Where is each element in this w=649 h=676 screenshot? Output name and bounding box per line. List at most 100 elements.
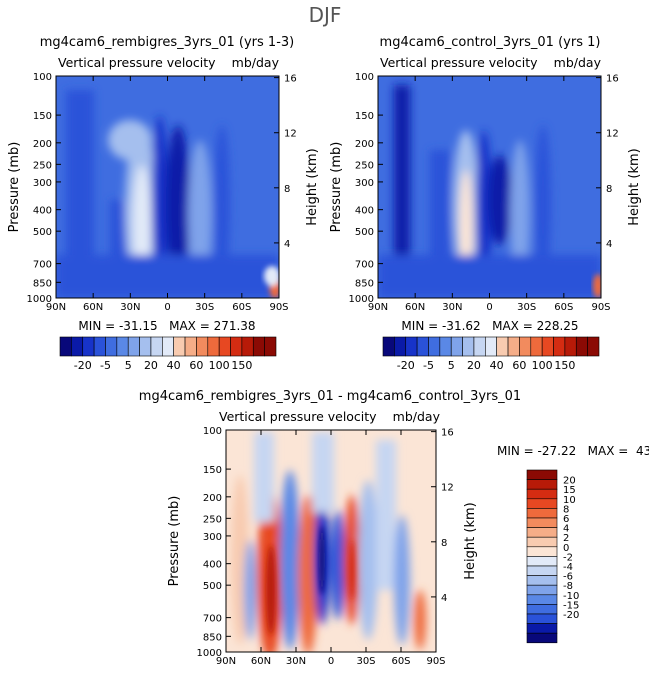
colorbar-label: 4 [563, 524, 569, 535]
x-tick-label: 30N [120, 302, 140, 313]
x-tick-label: 60N [405, 302, 425, 313]
y2-tick-label: 4 [284, 239, 290, 250]
y-tick-label: 150 [203, 465, 222, 476]
panel-title: mg4cam6_control_3yrs_01 (yrs 1) [380, 35, 601, 50]
panel-subtitle-units: mb/day [554, 55, 602, 70]
field-blob [394, 515, 410, 645]
x-tick-label: 60N [251, 656, 271, 667]
colorbar-swatch [526, 613, 558, 624]
y2-tick-label: 12 [606, 129, 619, 140]
y-tick-label: 200 [355, 139, 374, 150]
colorbar-swatch [439, 336, 452, 357]
colorbar-swatch [127, 336, 140, 357]
y2-tick-label: 4 [441, 593, 447, 604]
field-blob [331, 510, 345, 620]
colorbar-label: -10 [563, 591, 579, 602]
colorbar-swatch [575, 336, 588, 357]
colorbar-swatch [564, 336, 577, 357]
field-blob [378, 255, 601, 298]
field-blob [280, 470, 300, 650]
colorbar-label: 100 [209, 359, 230, 372]
y-tick-label: 300 [355, 178, 374, 189]
colorbar-swatch [526, 584, 558, 596]
colorbar-swatch [59, 336, 72, 357]
field-blob [394, 85, 410, 290]
field-blob [414, 590, 426, 650]
colorbar-swatch [196, 336, 209, 357]
colorbar-swatch [416, 336, 429, 357]
figure-title: DJF [309, 3, 342, 27]
x-tick-label: 0 [486, 302, 492, 313]
colorbar-label: 60 [512, 359, 526, 372]
colorbar-swatch [541, 336, 554, 357]
colorbar-swatch [105, 336, 118, 357]
colorbar-swatch [507, 336, 520, 357]
field-blob [108, 120, 152, 160]
colorbar-label: -4 [563, 562, 573, 573]
y2-tick-label: 16 [284, 74, 297, 85]
x-tick-label: 90S [591, 302, 610, 313]
colorbar-swatch [526, 565, 558, 576]
y-tick-label: 250 [355, 160, 374, 171]
colorbar-label: 10 [563, 495, 576, 506]
colorbar-label: 5 [125, 359, 132, 372]
field-blob [376, 440, 396, 590]
colorbar-swatch [526, 498, 558, 509]
field-blob [319, 525, 325, 595]
y-tick-label: 200 [33, 139, 52, 150]
colorbar-swatch [394, 336, 407, 357]
colorbar-swatch [526, 469, 558, 480]
colorbar-label: 40 [490, 359, 504, 372]
y2-tick-label: 12 [284, 129, 297, 140]
x-tick-label: 0 [328, 656, 334, 667]
colorbar-label: -2 [563, 552, 573, 563]
stats-text: MIN = -31.15 MAX = 271.38 [78, 319, 255, 333]
panel-title: mg4cam6_rembigres_3yrs_01 - mg4cam6_cont… [139, 389, 521, 404]
contour-field [226, 430, 436, 652]
field-blob [266, 545, 276, 635]
y-tick-label: 100 [355, 72, 374, 83]
field-blob [593, 274, 601, 298]
field-blob [152, 115, 168, 285]
colorbar-swatch [519, 336, 532, 357]
colorbar-label: -20 [397, 359, 415, 372]
colorbar-swatch [82, 336, 95, 357]
y-tick-label: 850 [203, 632, 222, 643]
panel-subtitle-variable: Vertical pressure velocity [219, 409, 377, 424]
colorbar-swatch [139, 336, 152, 357]
y2-tick-label: 12 [441, 483, 454, 494]
colorbar-swatch [473, 336, 486, 357]
field-blob [244, 540, 256, 640]
colorbar-swatch [526, 479, 558, 490]
colorbar-swatch [264, 336, 277, 357]
colorbar-label: 20 [144, 359, 158, 372]
y-tick-label: 700 [33, 260, 52, 271]
colorbar-swatch [162, 336, 174, 357]
y-tick-label: 400 [203, 560, 222, 571]
colorbar-swatch [150, 336, 163, 357]
x-tick-label: 30N [286, 656, 306, 667]
colorbar-swatch [526, 556, 558, 567]
panel-control: mg4cam6_control_3yrs_01 (yrs 1) Vertical… [329, 35, 642, 372]
colorbar-label: -20 [74, 359, 92, 372]
y2-tick-label: 16 [441, 428, 454, 439]
colorbar-swatch [382, 336, 395, 357]
colorbar-swatch [526, 623, 558, 634]
colorbar-swatch [485, 336, 497, 357]
field-blob [66, 90, 94, 270]
field-blob [214, 125, 230, 285]
y-tick-label: 850 [355, 278, 374, 289]
colorbar-swatch [462, 336, 475, 357]
y2-tick-label: 4 [606, 239, 612, 250]
y-tick-label: 1000 [197, 648, 222, 659]
y-tick-label: 500 [203, 581, 222, 592]
colorbar-swatch [173, 336, 186, 357]
colorbar-swatch [553, 336, 566, 357]
y2-tick-label: 8 [284, 184, 290, 195]
colorbar-swatch [526, 508, 558, 519]
colorbar-swatch [526, 546, 558, 557]
colorbar-swatch [530, 336, 543, 357]
field-blob [358, 480, 378, 640]
